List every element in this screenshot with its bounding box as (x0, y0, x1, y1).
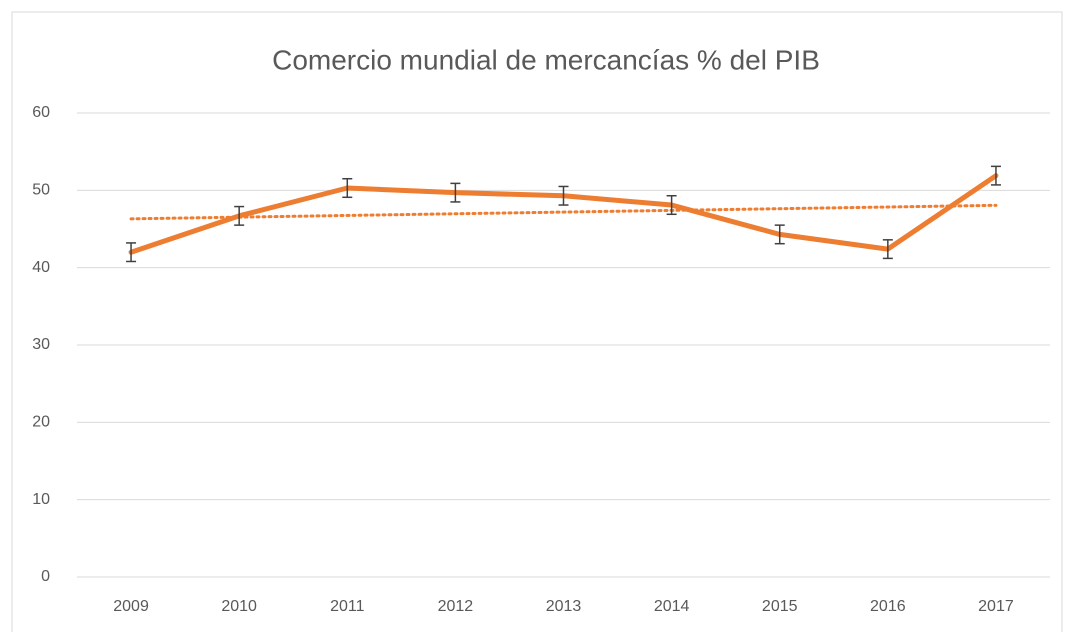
error-bar (666, 194, 677, 216)
chart-border (11, 11, 1063, 632)
x-tick-label: 2012 (438, 598, 474, 615)
chart-title: Comercio mundial de mercancías % del PIB (272, 44, 820, 75)
x-tick-label: 2010 (221, 598, 257, 615)
x-tick-label: 2014 (654, 598, 690, 615)
x-tick-label: 2015 (762, 598, 798, 615)
error-bar (558, 185, 569, 206)
error-bar (126, 242, 137, 263)
error-bar (342, 177, 353, 199)
error-bar (450, 182, 461, 203)
error-bar (774, 224, 785, 245)
x-tick-label: 2009 (113, 598, 149, 615)
y-tick-label: 60 (32, 104, 50, 121)
y-tick-label: 40 (32, 259, 50, 276)
y-tick-label: 30 (32, 336, 50, 353)
trendline (129, 203, 998, 221)
error-bar (234, 205, 245, 226)
error-bar (990, 165, 1001, 186)
error-bar (882, 239, 893, 260)
x-tick-label: 2013 (546, 598, 582, 615)
x-tick-label: 2017 (978, 598, 1014, 615)
y-tick-label: 20 (32, 414, 50, 431)
y-tick-label: 50 (32, 182, 50, 199)
x-tick-label: 2011 (330, 598, 365, 615)
y-tick-label: 0 (41, 568, 50, 585)
y-tick-label: 10 (32, 491, 50, 508)
x-tick-label: 2016 (870, 598, 906, 615)
